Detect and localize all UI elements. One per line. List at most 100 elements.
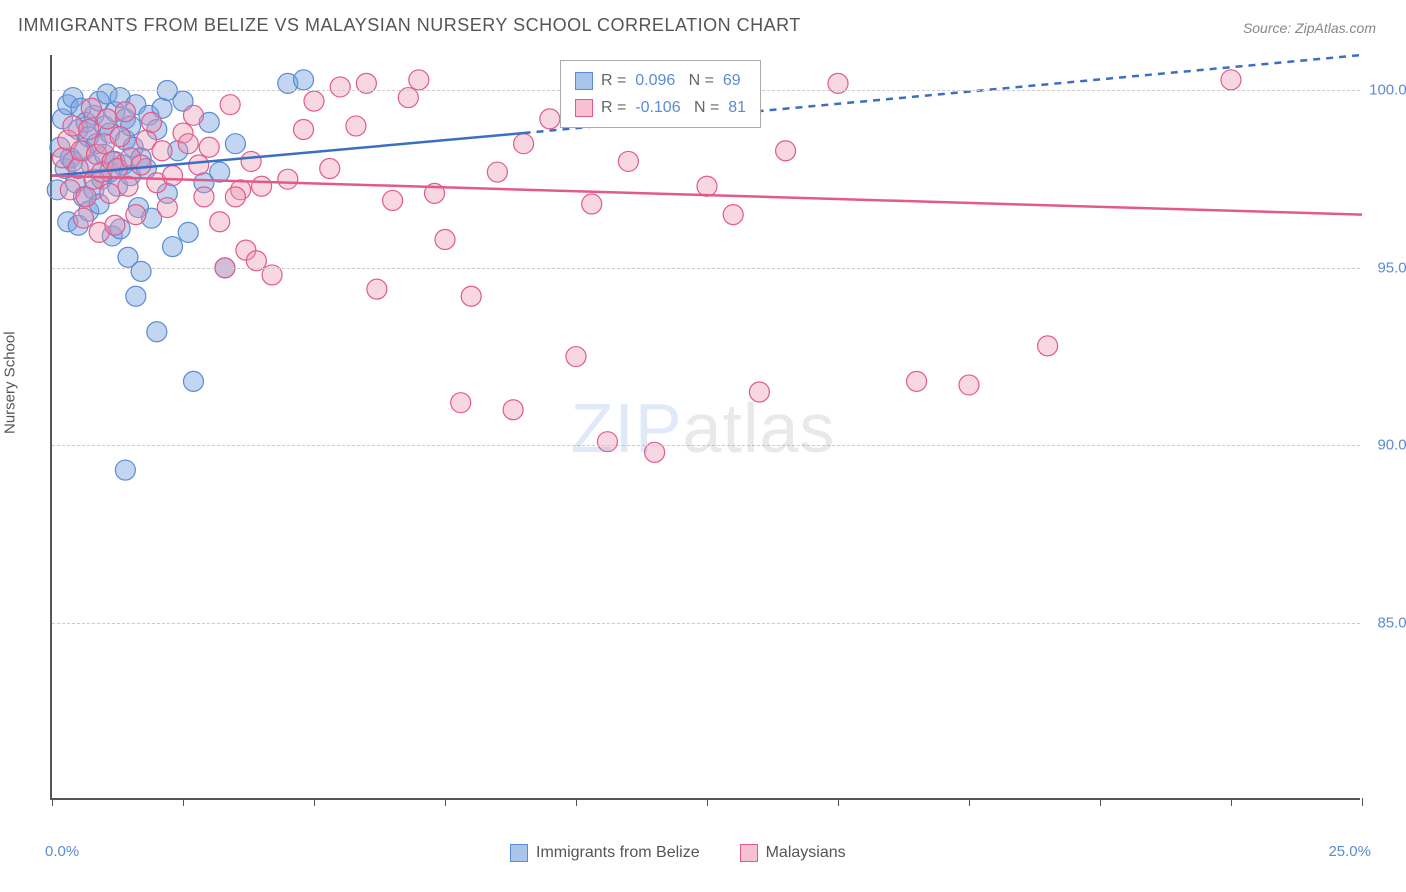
data-point: [183, 371, 203, 391]
legend-swatch: [575, 72, 593, 90]
legend-n-value: 81: [728, 99, 746, 116]
legend-series-label: Immigrants from Belize: [536, 844, 700, 861]
legend-series-item: Immigrants from Belize: [510, 844, 700, 861]
data-point: [199, 137, 219, 157]
x-tick: [1100, 798, 1101, 806]
x-tick: [314, 798, 315, 806]
gridline-h: [52, 268, 1360, 269]
data-point: [383, 190, 403, 210]
data-point: [210, 212, 230, 232]
data-point: [566, 347, 586, 367]
x-tick: [183, 798, 184, 806]
data-point: [142, 112, 162, 132]
gridline-h: [52, 623, 1360, 624]
data-point: [131, 155, 151, 175]
data-point: [194, 187, 214, 207]
data-point: [126, 286, 146, 306]
data-point: [367, 279, 387, 299]
data-point: [110, 127, 130, 147]
data-point: [278, 169, 298, 189]
data-point: [210, 162, 230, 182]
data-point: [220, 95, 240, 115]
legend-r-value: -0.106: [635, 99, 680, 116]
legend-series-item: Malaysians: [740, 844, 846, 861]
data-point: [163, 166, 183, 186]
chart-svg: [52, 55, 1360, 798]
data-point: [959, 375, 979, 395]
x-tick: [1231, 798, 1232, 806]
legend-r-value: 0.096: [635, 72, 675, 89]
data-point: [252, 176, 272, 196]
data-point: [105, 215, 125, 235]
data-point: [451, 393, 471, 413]
data-point: [294, 120, 314, 140]
data-point: [76, 187, 96, 207]
data-point: [183, 105, 203, 125]
data-point: [435, 229, 455, 249]
data-point: [582, 194, 602, 214]
data-point: [1038, 336, 1058, 356]
data-point: [487, 162, 507, 182]
data-point: [697, 176, 717, 196]
y-tick-label: 85.0%: [1377, 614, 1406, 631]
y-tick-label: 95.0%: [1377, 259, 1406, 276]
data-point: [776, 141, 796, 161]
data-point: [115, 102, 135, 122]
data-point: [907, 371, 927, 391]
data-point: [503, 400, 523, 420]
data-point: [618, 151, 638, 171]
data-point: [749, 382, 769, 402]
x-tick: [576, 798, 577, 806]
data-point: [178, 134, 198, 154]
legend-series-label: Malaysians: [766, 844, 846, 861]
data-point: [147, 322, 167, 342]
data-point: [100, 183, 120, 203]
data-point: [320, 159, 340, 179]
data-point: [178, 222, 198, 242]
legend-swatch: [740, 844, 758, 862]
data-point: [346, 116, 366, 136]
data-point: [1221, 70, 1241, 90]
legend-series: Immigrants from Belize Malaysians: [510, 844, 886, 862]
legend-swatch: [575, 99, 593, 117]
data-point: [73, 208, 93, 228]
plot-area: 85.0%90.0%95.0%100.0%: [50, 55, 1360, 800]
y-tick-label: 90.0%: [1377, 437, 1406, 454]
data-point: [723, 205, 743, 225]
data-point: [461, 286, 481, 306]
data-point: [97, 109, 117, 129]
legend-correlation-box: R = 0.096 N = 69R = -0.106 N = 81: [560, 60, 761, 128]
data-point: [131, 261, 151, 281]
data-point: [225, 187, 245, 207]
data-point: [157, 198, 177, 218]
data-point: [294, 70, 314, 90]
y-tick-label: 100.0%: [1369, 82, 1406, 99]
x-tick: [445, 798, 446, 806]
data-point: [225, 134, 245, 154]
data-point: [304, 91, 324, 111]
chart-title: IMMIGRANTS FROM BELIZE VS MALAYSIAN NURS…: [18, 15, 801, 36]
gridline-h: [52, 445, 1360, 446]
x-tick: [52, 798, 53, 806]
x-axis-min-label: 0.0%: [45, 843, 79, 860]
x-tick: [969, 798, 970, 806]
data-point: [330, 77, 350, 97]
data-point: [597, 432, 617, 452]
legend-correlation-row: R = 0.096 N = 69: [575, 67, 746, 94]
x-tick: [838, 798, 839, 806]
x-axis-max-label: 25.0%: [1328, 843, 1371, 860]
data-point: [514, 134, 534, 154]
data-point: [152, 141, 172, 161]
data-point: [409, 70, 429, 90]
legend-n-value: 69: [723, 72, 741, 89]
data-point: [241, 151, 261, 171]
data-point: [540, 109, 560, 129]
data-point: [126, 205, 146, 225]
x-tick: [1362, 798, 1363, 806]
data-point: [79, 120, 99, 140]
y-axis-title: Nursery School: [2, 331, 19, 434]
x-tick: [707, 798, 708, 806]
data-point: [189, 155, 209, 175]
legend-swatch: [510, 844, 528, 862]
data-point: [163, 237, 183, 257]
